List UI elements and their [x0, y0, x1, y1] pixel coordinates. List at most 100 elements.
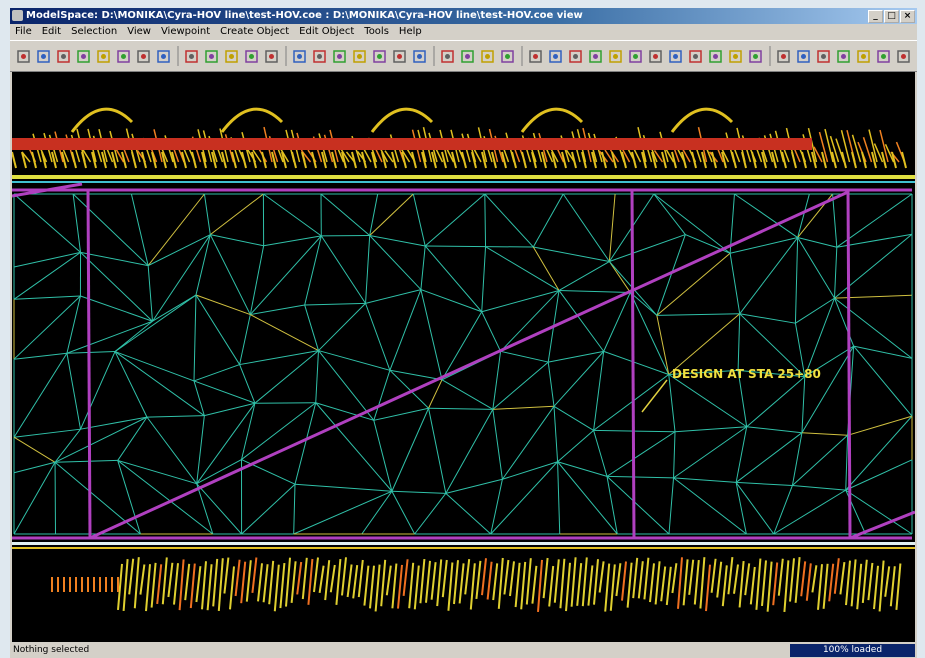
toolbar-button[interactable] [501, 50, 514, 63]
button-icon [117, 50, 130, 63]
toolbar-button[interactable] [837, 50, 850, 63]
toolbar-button[interactable] [669, 50, 682, 63]
menu-item[interactable]: Help [398, 26, 422, 37]
cloud-hatch [234, 559, 241, 597]
toolbar-button[interactable] [529, 50, 542, 63]
cloud-hatch [840, 130, 851, 163]
cloud-hatch [133, 557, 140, 609]
station-line [846, 189, 852, 539]
window-control[interactable]: □ [884, 10, 899, 23]
toolbar-button[interactable] [57, 50, 70, 63]
toolbar-button[interactable] [413, 50, 426, 63]
mesh-edge [66, 320, 153, 354]
toolbar-button[interactable] [37, 50, 50, 63]
toolbar-button[interactable] [689, 50, 702, 63]
menu-item[interactable]: Create Object [220, 26, 290, 37]
toolbar-button[interactable] [797, 50, 810, 63]
toolbar-button[interactable] [649, 50, 662, 63]
toolbar-button[interactable] [857, 50, 870, 63]
toolbar-button[interactable] [729, 50, 742, 63]
mesh-edge [608, 261, 631, 293]
toolbar-button[interactable] [749, 50, 762, 63]
menu-item[interactable]: File [15, 26, 32, 37]
cloud-hatch [593, 559, 599, 605]
status-message: Nothing selected [13, 645, 90, 655]
toolbar-button[interactable] [265, 50, 278, 63]
button-icon [17, 50, 30, 63]
menu-item[interactable]: Selection [71, 26, 118, 37]
cloud-hatch [649, 563, 655, 603]
menu-item[interactable]: Viewpoint [160, 26, 211, 37]
toolbar-button[interactable] [77, 50, 90, 63]
toolbar-button[interactable] [549, 50, 562, 63]
button-icon [777, 50, 790, 63]
cloud-hatch [681, 147, 691, 163]
mesh-edge [834, 294, 913, 299]
menu-item[interactable]: Edit [41, 26, 62, 37]
toolbar-button[interactable] [157, 50, 170, 63]
mesh-edge [656, 313, 740, 316]
toolbar-button[interactable] [225, 50, 238, 63]
toolbar-button[interactable] [373, 50, 386, 63]
cloud-hatch [807, 127, 818, 163]
cloud-hatch [329, 564, 336, 593]
toolbar-button[interactable] [481, 50, 494, 63]
cloud-hatch [867, 562, 874, 601]
toolbar-button[interactable] [709, 50, 722, 63]
mesh-edge [263, 235, 322, 247]
cloud-hatch [761, 560, 767, 607]
menu-item[interactable]: Edit Object [299, 26, 355, 37]
cloud-hatch [710, 558, 717, 593]
toolbar-button[interactable] [629, 50, 642, 63]
toolbar-button[interactable] [333, 50, 346, 63]
cloud-hatch [811, 565, 818, 593]
mesh-edge [373, 370, 391, 421]
toolbar-button[interactable] [245, 50, 258, 63]
mesh-edge [114, 320, 153, 352]
toolbar-button[interactable] [17, 50, 30, 63]
toolbar-button[interactable] [777, 50, 790, 63]
toolbar-button[interactable] [877, 50, 890, 63]
toolbar-button[interactable] [97, 50, 110, 63]
button-icon [649, 50, 662, 63]
toolbar-button[interactable] [117, 50, 130, 63]
toolbar-button[interactable] [589, 50, 602, 63]
mesh-edge [114, 351, 195, 382]
window-control[interactable]: × [900, 10, 915, 23]
toolbar-button[interactable] [137, 50, 150, 63]
toolbar-button[interactable] [817, 50, 830, 63]
mesh-edge [735, 432, 803, 483]
toolbar-button[interactable] [441, 50, 454, 63]
toolbar-button[interactable] [353, 50, 366, 63]
toolbar-button[interactable] [461, 50, 474, 63]
station-line [86, 189, 92, 539]
cloud-hatch [291, 151, 297, 169]
toolbar-button[interactable] [393, 50, 406, 63]
mesh-edge [673, 477, 737, 483]
toolbar-button[interactable] [205, 50, 218, 63]
button-icon [357, 54, 362, 59]
menu-item[interactable]: Tools [364, 26, 389, 37]
cloud-hatch [727, 556, 734, 595]
mesh-edge [668, 374, 676, 432]
cloud-hatch [772, 562, 779, 606]
mesh-edge [674, 426, 747, 433]
menu-item[interactable]: View [127, 26, 151, 37]
toolbar-button[interactable] [313, 50, 326, 63]
toolbar-button[interactable] [609, 50, 622, 63]
toolbar-button[interactable] [569, 50, 582, 63]
mesh-edge [485, 246, 560, 291]
button-icon [185, 50, 198, 63]
mesh-edge [412, 193, 426, 247]
button-icon [633, 54, 638, 59]
mesh-edge [606, 476, 618, 535]
mesh-edge [365, 235, 371, 304]
toolbar-button[interactable] [293, 50, 306, 63]
cloud-hatch [211, 151, 217, 169]
toolbar-button[interactable] [897, 50, 910, 63]
cloud-hatch [699, 557, 706, 609]
button-icon [733, 54, 738, 59]
cloud-hatch [411, 151, 417, 169]
toolbar-button[interactable] [185, 50, 198, 63]
window-control[interactable]: _ [868, 10, 883, 23]
